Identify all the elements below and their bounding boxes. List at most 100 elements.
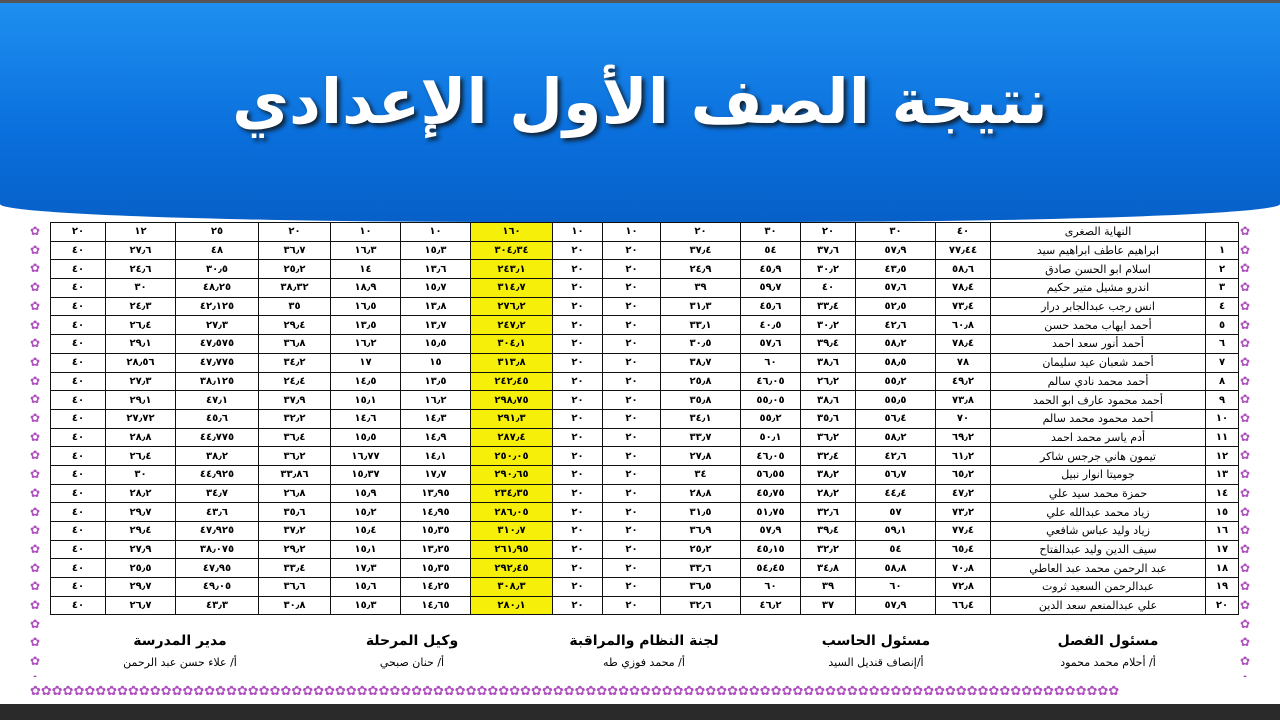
student-name-cell: سيف الدين وليد عبدالفتاح xyxy=(990,539,1206,560)
signature-name: أ/ محمد فوزي طه xyxy=(603,656,685,669)
total-cell: ٢٩٨٫٧٥ xyxy=(470,390,553,410)
score-cell: ٢٠ xyxy=(602,240,661,261)
score-cell: ٣٠ xyxy=(855,222,936,242)
score-cell: ٢٨٫٥٦ xyxy=(105,352,176,373)
score-cell: ٢٠ xyxy=(552,521,603,541)
score-cell: ١٣٫٧ xyxy=(400,315,471,336)
score-cell: ٢٠ xyxy=(552,558,603,579)
score-cell: ٣٧٫٤ xyxy=(660,240,741,261)
table-row: ٢٠ علي عبدالمنعم سعد الدين ٦٦٫٤ ٥٧٫٩ ٣٧ ٤٦٫٢ ٣… xyxy=(50,595,1239,616)
score-cell: ٢٩٫١ xyxy=(105,390,176,410)
score-cell: ١٤٫٩٥ xyxy=(400,502,471,522)
table-row: ١٣ جوميتا انوار نبيل ٦٥٫٢ ٥٦٫٧ ٣٨٫٢ ٥٦٫٥٥ ٣٤ ٢٠… xyxy=(50,464,1239,485)
score-cell: ٦٠٫٨ xyxy=(935,315,991,336)
total-cell: ٢٥٠٫٠٥ xyxy=(470,446,553,466)
score-cell: ١٦٫٢ xyxy=(330,334,401,354)
student-name-cell: أحمد محمد نادي سالم xyxy=(990,371,1206,392)
serial-cell: ١٧ xyxy=(1205,539,1239,560)
score-cell: ٥١٫٧٥ xyxy=(740,502,801,522)
score-cell: ٢٠ xyxy=(602,446,661,466)
results-table: النهاية الصغرى ٤٠ ٣٠ ٢٠ ٣٠ ٢٠ ١٠ ١٠ ١٦٠ ١٠ ١٠ ٢٠ ٢٥ ١… xyxy=(50,222,1239,616)
score-cell: ٢٧٫٣ xyxy=(175,315,259,336)
score-cell: ٢٠ xyxy=(602,595,661,616)
total-cell: ٣١٤٫٧ xyxy=(470,278,553,298)
score-cell: ١٣٫٥ xyxy=(400,371,471,392)
score-cell: ٧٨٫٤ xyxy=(935,334,991,354)
score-cell: ٢٠ xyxy=(602,427,661,448)
score-cell: ٣٠ xyxy=(105,464,176,485)
score-cell: ١٧ xyxy=(330,352,401,373)
score-cell: ٤٧٫٩٢٥ xyxy=(175,521,259,541)
serial-cell: ٥ xyxy=(1205,315,1239,336)
signature-name: أ/ أحلام محمد محمود xyxy=(1060,656,1156,669)
score-cell: ٧٢٫٨ xyxy=(935,577,991,597)
score-cell: ٣٨٫٧ xyxy=(660,352,741,373)
student-name-cell: عبد الرحمن محمد عبد العاطي xyxy=(990,558,1206,579)
score-cell: ٢٦٫٤ xyxy=(105,315,176,336)
table-row: ٣ اندرو مشيل متير حكيم ٧٨٫٤ ٥٧٫٦ ٤٠ ٥٩٫٧ ٣٩ ٢٠ ٢… xyxy=(50,278,1239,298)
score-cell: ١٤٫٥ xyxy=(330,371,401,392)
score-cell: ٢٤٫٣ xyxy=(105,296,176,317)
student-name-cell: أحمد أنور سعد احمد xyxy=(990,334,1206,354)
table-row: ١٤ حمزة محمد سيد علي ٤٧٫٢ ٤٤٫٤ ٢٨٫٢ ٤٥٫٧٥ ٢٨٫٨… xyxy=(50,483,1239,504)
score-cell: ٢٠ xyxy=(602,539,661,560)
score-cell: ٢٠ xyxy=(552,483,603,504)
flower-border-left-icon: ✿✿✿✿✿✿✿✿✿✿✿✿✿✿✿✿✿✿✿✿✿✿✿✿✿ xyxy=(30,224,41,677)
student-name-cell: اندرو مشيل متير حكيم xyxy=(990,278,1206,298)
student-name-cell: أحمد محمود محمد سالم xyxy=(990,408,1206,429)
score-cell: ٣٣٫٦ xyxy=(660,558,741,579)
serial-cell: ٩ xyxy=(1205,390,1239,410)
score-cell: ٣٤٫١ xyxy=(660,408,741,429)
score-cell: ٢٠ xyxy=(602,371,661,392)
score-cell: ٣٤٫٧ xyxy=(175,483,259,504)
signature-block: وكيل المرحلة أ/ حنان صبحي xyxy=(312,632,512,680)
student-name-cell: أحمد شعبان عيد سليمان xyxy=(990,352,1206,373)
serial-cell: ١ xyxy=(1205,240,1239,261)
score-cell: ٣١٫٣ xyxy=(660,296,741,317)
score-cell: ١٤٫٢٥ xyxy=(400,577,471,597)
total-cell: ٣٠٤٫٣٤ xyxy=(470,240,553,261)
score-cell: ٤٩٫٢ xyxy=(935,371,991,392)
signature-role: مسئول الحاسب xyxy=(821,633,931,649)
student-name-cell: النهاية الصغرى xyxy=(990,222,1206,242)
score-cell: ٣٨٫٢ xyxy=(800,464,856,485)
total-cell: ٢٣٤٫٣٥ xyxy=(470,483,553,504)
score-cell: ٢٥٫٥ xyxy=(105,558,176,579)
score-cell: ٢٠ xyxy=(552,240,603,261)
score-cell: ٢٠ xyxy=(602,315,661,336)
score-cell: ٢٠ xyxy=(602,464,661,485)
score-cell: ٣٠٫٢ xyxy=(800,259,856,280)
score-cell: ٢٩٫٢ xyxy=(258,539,331,560)
score-cell: ١٣٫٨ xyxy=(400,296,471,317)
total-cell: ٢٨٠٫١ xyxy=(470,595,553,616)
flower-border-right-icon: ✿✿✿✿✿✿✿✿✿✿✿✿✿✿✿✿✿✿✿✿✿✿✿✿✿ xyxy=(1240,224,1251,677)
score-cell: ٤٠ xyxy=(50,464,106,485)
serial-cell: ١٢ xyxy=(1205,446,1239,466)
score-cell: ٢٥٫٨ xyxy=(660,371,741,392)
score-cell: ٢٠ xyxy=(602,483,661,504)
total-cell: ٣١٣٫٨ xyxy=(470,352,553,373)
student-name-cell: زياد محمد عبدالله علي xyxy=(990,502,1206,522)
score-cell: ٣٦٫٥ xyxy=(660,577,741,597)
score-cell: ٣٥ xyxy=(258,296,331,317)
score-cell: ٥٠٫١ xyxy=(740,427,801,448)
score-cell: ٦٩٫٢ xyxy=(935,427,991,448)
serial-cell: ٦ xyxy=(1205,334,1239,354)
score-cell: ١٥٫٥ xyxy=(330,427,401,448)
score-cell: ٣٦٫٤ xyxy=(258,427,331,448)
table-row: ١٥ زياد محمد عبدالله علي ٧٣٫٢ ٥٧ ٣٢٫٦ ٥١٫٧٥ ٣١… xyxy=(50,502,1239,522)
score-cell: ٤٠ xyxy=(935,222,991,242)
score-cell: ٣٨٫١٢٥ xyxy=(175,371,259,392)
score-cell: ١٦٫٢ xyxy=(400,390,471,410)
score-cell: ٤٧٫١ xyxy=(175,390,259,410)
total-cell: ٣٠٨٫٣ xyxy=(470,577,553,597)
score-cell: ٤٠ xyxy=(50,296,106,317)
score-cell: ٢٠ xyxy=(258,222,331,242)
score-cell: ٣٦٫٨ xyxy=(258,334,331,354)
score-cell: ٣٣٫١ xyxy=(660,315,741,336)
score-cell: ١٤٫٦٥ xyxy=(400,595,471,616)
score-cell: ٢٠ xyxy=(552,408,603,429)
score-cell: ٥٨٫٨ xyxy=(855,558,936,579)
serial-cell: ١٥ xyxy=(1205,502,1239,522)
serial-cell: ٨ xyxy=(1205,371,1239,392)
